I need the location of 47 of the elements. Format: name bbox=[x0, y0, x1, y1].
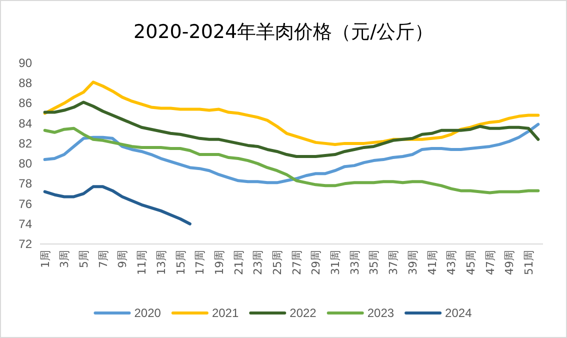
x-tick-label: 21周 bbox=[232, 250, 246, 275]
x-tick-label: 25周 bbox=[270, 250, 284, 275]
x-tick-label: 39周 bbox=[406, 250, 420, 275]
y-tick-label: 84 bbox=[18, 116, 32, 130]
line-series bbox=[43, 100, 540, 158]
y-tick-label: 88 bbox=[18, 76, 32, 90]
legend-label: 2024 bbox=[445, 306, 472, 320]
x-tick-label: 13周 bbox=[154, 250, 168, 275]
x-tick-label: 19周 bbox=[212, 250, 226, 275]
x-tick-label: 31周 bbox=[329, 250, 342, 275]
x-tick-label: 29周 bbox=[310, 250, 323, 275]
x-tick-label: 11周 bbox=[136, 250, 149, 275]
x-tick-label: 5周 bbox=[78, 250, 91, 268]
x-tick-label: 23周 bbox=[252, 250, 265, 275]
x-tick-label: 27周 bbox=[290, 250, 304, 275]
x-tick-label: 35周 bbox=[368, 250, 381, 275]
line-series bbox=[43, 122, 540, 184]
x-tick-label: 3周 bbox=[58, 250, 72, 268]
x-tick-label: 51周 bbox=[522, 250, 536, 275]
legend-label: 2023 bbox=[367, 306, 394, 320]
x-tick-label: 37周 bbox=[387, 250, 400, 275]
legend-label: 2021 bbox=[212, 306, 239, 320]
y-tick-label: 82 bbox=[18, 136, 32, 150]
x-tick-label: 49周 bbox=[503, 250, 516, 275]
y-tick-label: 72 bbox=[18, 237, 32, 251]
x-tick-label: 41周 bbox=[426, 250, 439, 275]
y-tick-label: 74 bbox=[18, 216, 32, 231]
y-tick-label: 86 bbox=[18, 96, 32, 110]
x-tick-label: 47周 bbox=[484, 250, 497, 275]
legend-label: 2020 bbox=[134, 306, 162, 320]
x-tick-label: 17周 bbox=[194, 250, 207, 275]
y-tick-label: 90 bbox=[18, 56, 32, 70]
y-tick-label: 80 bbox=[18, 156, 32, 171]
line-series bbox=[43, 126, 540, 194]
x-tick-label: 45周 bbox=[464, 250, 478, 275]
chart-title: 2020-2024年羊肉价格（元/公斤） bbox=[134, 21, 434, 43]
x-tick-label: 43周 bbox=[445, 250, 458, 275]
y-tick-label: 76 bbox=[18, 196, 32, 211]
x-tick-label: 7周 bbox=[96, 250, 110, 268]
x-tick-label: 33周 bbox=[348, 250, 362, 275]
x-tick-label: 1周 bbox=[38, 250, 52, 268]
y-tick-label: 78 bbox=[18, 176, 32, 191]
x-tick-label: 9周 bbox=[116, 250, 130, 268]
x-tick-label: 15周 bbox=[174, 250, 188, 275]
legend-label: 2022 bbox=[290, 306, 317, 320]
line-series bbox=[43, 185, 192, 226]
line-series bbox=[43, 80, 540, 146]
